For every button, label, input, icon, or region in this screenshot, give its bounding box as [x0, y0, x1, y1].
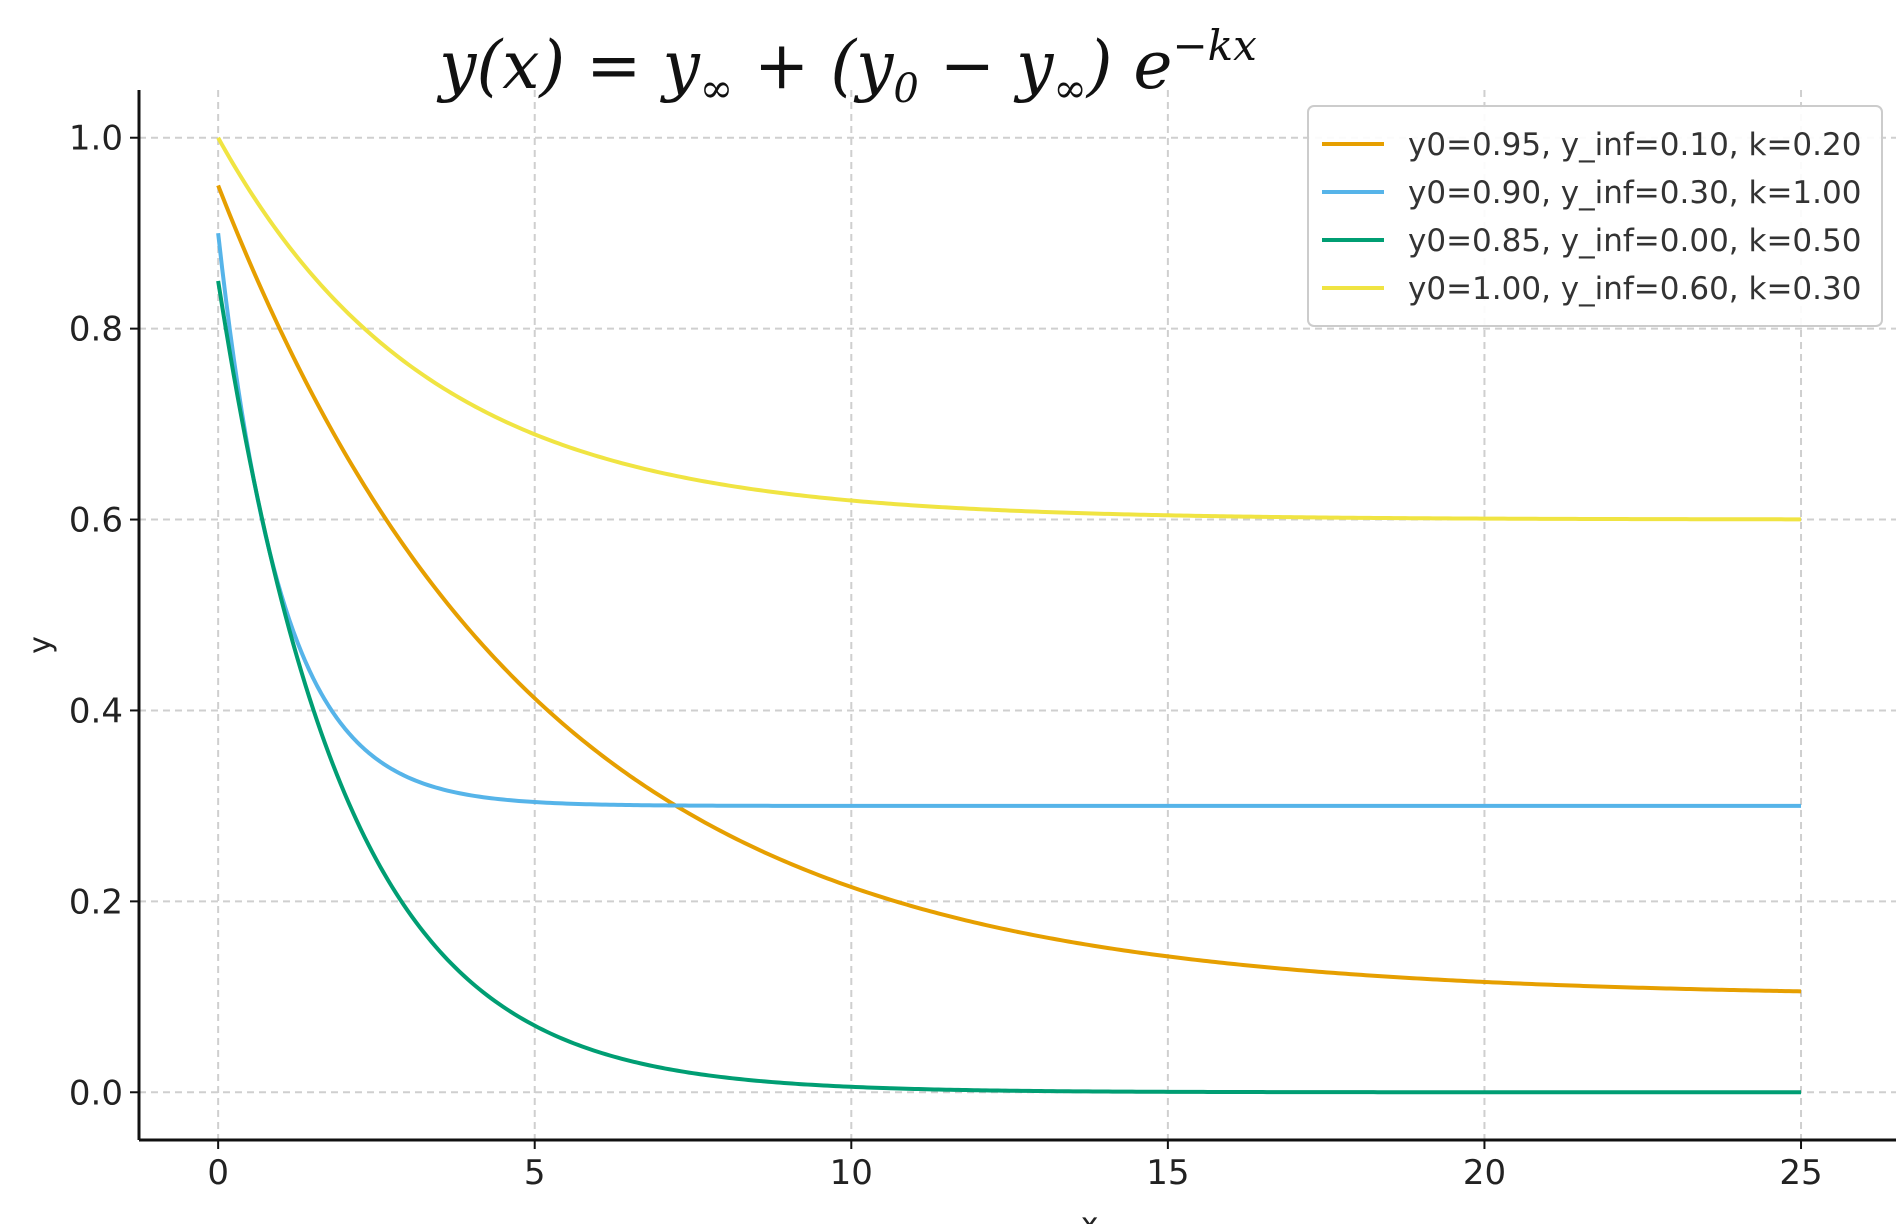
x-tick-label: 0 — [207, 1153, 229, 1193]
title-part: 0 — [893, 66, 918, 112]
legend-entry-label: y0=1.00, y_inf=0.60, k=0.30 — [1408, 271, 1861, 307]
series-line — [216, 136, 1802, 522]
x-tick-label: 10 — [830, 1153, 873, 1193]
series-line — [216, 184, 1802, 994]
series-lines — [216, 136, 1802, 1095]
y-tick-label: 0.0 — [69, 1073, 123, 1113]
y-tick-label: 0.6 — [69, 501, 123, 541]
legend: y0=0.95, y_inf=0.10, k=0.20 y0=0.90, y_in… — [1307, 105, 1883, 327]
x-tick-label: 5 — [524, 1153, 546, 1193]
legend-entry-label: y0=0.85, y_inf=0.00, k=0.50 — [1408, 223, 1861, 259]
axis-ticks: 0 5 10 15 20 25 0.0 0.2 0.4 0.6 0.8 1.0 — [69, 119, 1823, 1193]
x-axis-label: x — [1081, 1207, 1099, 1224]
legend-box — [1307, 105, 1883, 327]
title-part: y(x) = y — [436, 27, 700, 104]
title-part: + (y — [733, 27, 894, 104]
series-line — [216, 232, 1802, 808]
title-part: ) e — [1085, 27, 1173, 104]
chart-title: y(x) = y∞ + (y0 − y∞) e−kx — [436, 21, 1257, 112]
legend-entry-label: y0=0.90, y_inf=0.30, k=1.00 — [1408, 175, 1861, 211]
title-part: ∞ — [1053, 66, 1086, 112]
title-part: −kx — [1172, 21, 1257, 70]
title-part: ∞ — [700, 66, 733, 112]
title-part: − y — [919, 27, 1054, 104]
legend-entry-label: y0=0.95, y_inf=0.10, k=0.20 — [1408, 127, 1861, 163]
x-tick-label: 20 — [1463, 1153, 1506, 1193]
x-tick-label: 25 — [1779, 1153, 1822, 1193]
y-tick-label: 0.2 — [69, 882, 123, 922]
series-line — [216, 280, 1802, 1095]
y-tick-label: 0.8 — [69, 310, 123, 350]
y-tick-label: 0.4 — [69, 691, 123, 731]
x-tick-label: 15 — [1146, 1153, 1189, 1193]
y-axis-label: y — [23, 636, 58, 654]
y-tick-label: 1.0 — [69, 119, 123, 159]
